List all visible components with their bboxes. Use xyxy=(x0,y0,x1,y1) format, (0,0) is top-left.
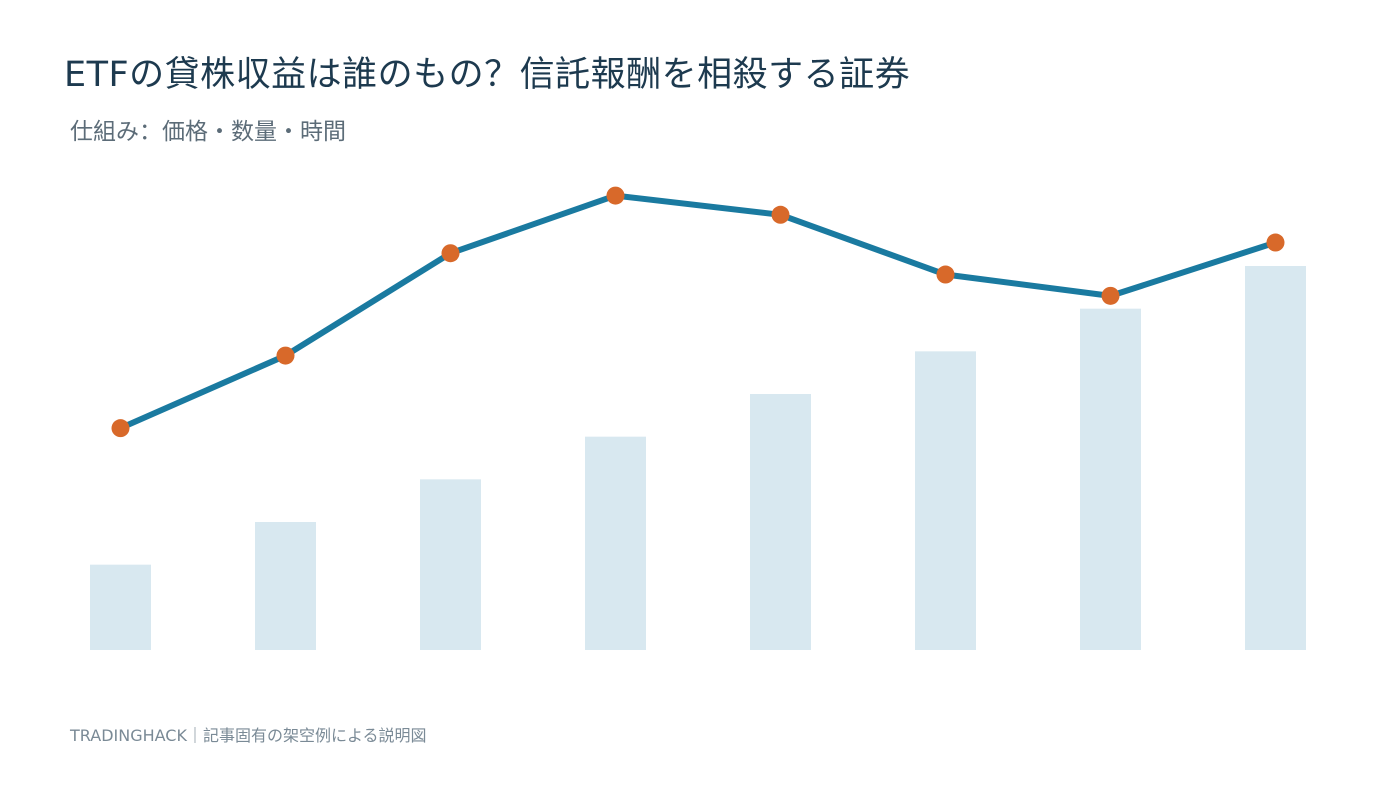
line-point-2 xyxy=(276,346,295,365)
bar-8 xyxy=(1245,266,1306,650)
line-point-1 xyxy=(111,419,130,438)
line-point-3 xyxy=(441,244,460,263)
bar-2 xyxy=(255,522,316,650)
line-point-6 xyxy=(936,265,955,284)
line-point-4 xyxy=(606,186,625,205)
line-point-7 xyxy=(1101,286,1120,305)
line-series xyxy=(117,192,1279,432)
line-point-5 xyxy=(771,205,790,224)
source-footer: TRADINGHACK｜記事固有の架空例による説明図 xyxy=(70,726,427,745)
bar-4 xyxy=(585,436,646,650)
bar-7 xyxy=(1080,308,1141,650)
bars-layer xyxy=(90,266,1306,650)
line-layer xyxy=(117,192,1279,432)
bar-6 xyxy=(915,351,976,650)
markers-layer xyxy=(111,186,1285,438)
line-point-8 xyxy=(1266,233,1285,252)
chart-subtitle: 仕組み：価格・数量・時間 xyxy=(70,119,346,145)
bar-3 xyxy=(420,479,481,650)
bar-5 xyxy=(750,394,811,650)
chart-title: ETFの貸株収益は誰のもの？信託報酬を相殺する証券 xyxy=(64,55,911,95)
bar-1 xyxy=(90,564,151,650)
